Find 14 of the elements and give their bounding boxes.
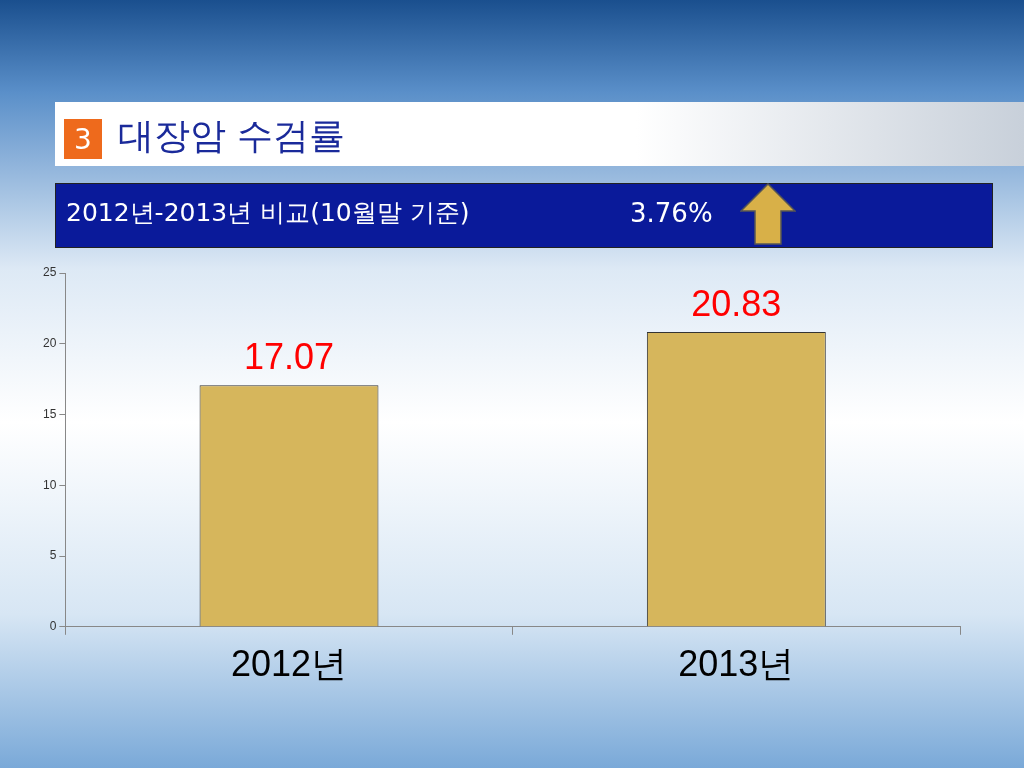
chart-subtitle: 2012년-2013년 비교(10월말 기준) [66,197,470,229]
text: 3.76% [630,198,713,228]
y-tick-label: 15 [42,406,57,421]
y-tick-label: 5 [49,548,57,563]
x-tick-label: 2012년 [230,643,348,685]
y-tick-label: 0 [49,619,57,634]
data-label: 17.07 [243,336,335,378]
y-tick-label: 20 [42,336,57,351]
y-tick-label: 10 [42,477,57,492]
chart-title: 대장암 수검률 [118,114,346,158]
x-tick-label: 2013년 [678,643,795,685]
y-tick-label: 25 [42,265,57,280]
data-label: 20.83 [691,282,782,324]
text: 3 [62,117,104,161]
